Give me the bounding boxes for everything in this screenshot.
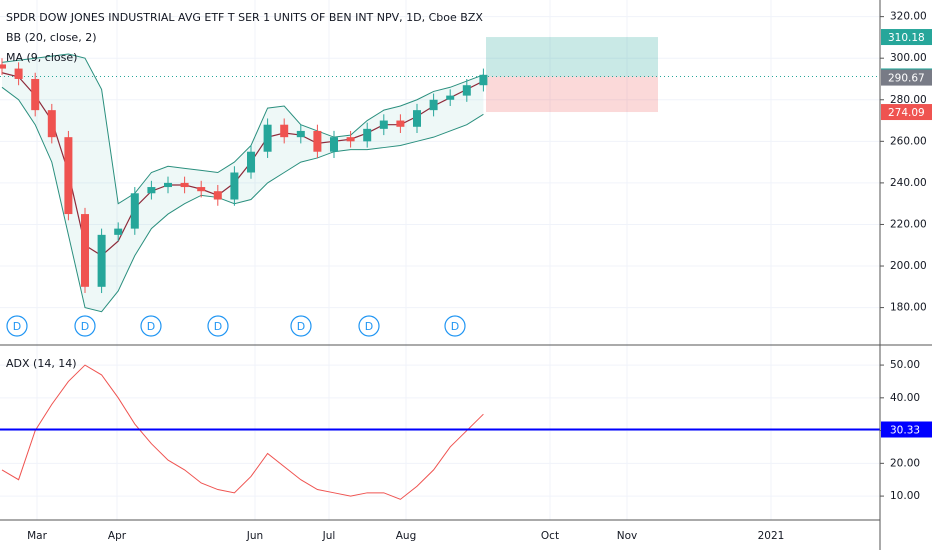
y-tick-label: 50.00	[890, 359, 920, 371]
candle-body	[164, 182, 172, 188]
candle-body	[64, 137, 73, 215]
level-tag	[881, 421, 932, 438]
legend-ma: MA (9, close)	[6, 51, 77, 64]
price-tag-label: 310.18	[888, 32, 925, 44]
dividend-marker	[74, 315, 96, 337]
y-tick-label: 260.00	[890, 135, 927, 147]
price-tag	[881, 104, 932, 121]
dividend-label: D	[147, 320, 155, 333]
candle-body	[130, 193, 139, 229]
bb-upper	[1, 53, 484, 205]
candle-body	[379, 120, 388, 129]
candle-body	[0, 64, 6, 69]
dividend-marker	[444, 315, 466, 337]
candle-body	[97, 234, 106, 287]
candle-body	[263, 124, 272, 152]
candle-body	[346, 137, 355, 142]
price-tag	[881, 29, 932, 46]
candle-body	[313, 130, 322, 152]
dividend-marker	[140, 315, 162, 337]
x-tick-label: Oct	[541, 530, 559, 542]
dividend-marker	[207, 315, 229, 337]
candle-body	[446, 95, 455, 100]
price-tag-label: 274.09	[888, 107, 925, 119]
y-tick-label: 320.00	[890, 11, 927, 23]
y-tick-label: 10.00	[890, 490, 920, 502]
dividend-label: D	[451, 320, 459, 333]
y-tick-label: 240.00	[890, 177, 927, 189]
candle-body	[81, 214, 89, 287]
candle-body	[479, 74, 488, 86]
y-tick-label: 280.00	[890, 94, 927, 106]
legend-bb: BB (20, close, 2)	[6, 31, 97, 44]
dividend-label: D	[81, 320, 89, 333]
bb-fill	[2, 54, 484, 312]
x-tick-label: Jun	[246, 530, 263, 542]
adx-line	[1, 364, 484, 500]
x-tick-label: Nov	[617, 530, 638, 542]
candle-body	[114, 228, 123, 235]
y-tick-label: 220.00	[890, 218, 927, 230]
dividend-label: D	[13, 320, 21, 333]
candle-body	[230, 172, 239, 200]
candle-body	[330, 137, 338, 152]
candle-body	[296, 130, 305, 138]
bb-lower	[1, 86, 484, 313]
y-tick-label: 180.00	[890, 302, 927, 314]
level-tag-label: 30.33	[890, 424, 920, 436]
x-tick-label: 2021	[758, 530, 785, 542]
x-tick-label: Mar	[27, 530, 47, 542]
candle-body	[147, 187, 156, 194]
legend-adx: ADX (14, 14)	[6, 357, 77, 370]
dividend-label: D	[365, 320, 373, 333]
candle-body	[280, 124, 289, 138]
candle-body	[462, 85, 471, 96]
axes: 180.00 200.00 220.00 240.00 260.00 280.00 300.…	[27, 11, 932, 542]
price-tag-label: 290.67	[888, 73, 925, 85]
target-zone	[486, 37, 658, 77]
dividend-marker	[358, 315, 380, 337]
candle-body	[429, 99, 438, 111]
x-tick-label: Aug	[396, 530, 417, 542]
stop-zone	[486, 76, 658, 113]
y-tick-label: 300.00	[890, 52, 927, 64]
dividend-marker	[6, 315, 28, 337]
dividend-marker	[290, 315, 312, 337]
candle-body	[396, 120, 405, 127]
y-tick-label: 200.00	[890, 260, 927, 272]
y-tick-label: 40.00	[890, 392, 920, 404]
candle-body	[413, 110, 421, 127]
candle-body	[14, 68, 23, 79]
y-tick-label: 20.00	[890, 457, 920, 469]
chart-title: SPDR DOW JONES INDUSTRIAL AVG ETF T SER …	[6, 11, 483, 24]
x-tick-label: Apr	[108, 530, 127, 542]
candle-body	[31, 78, 40, 111]
dividend-label: D	[297, 320, 305, 333]
dividend-label: D	[214, 320, 222, 333]
candle-body	[197, 187, 206, 192]
candle-body	[247, 151, 255, 173]
candle-body	[47, 110, 56, 138]
price-tag	[881, 69, 932, 86]
candle-body	[363, 128, 372, 142]
x-tick-label: Jul	[322, 530, 336, 542]
grid	[0, 0, 880, 520]
candle-body	[180, 182, 189, 188]
candle-body	[213, 191, 222, 200]
